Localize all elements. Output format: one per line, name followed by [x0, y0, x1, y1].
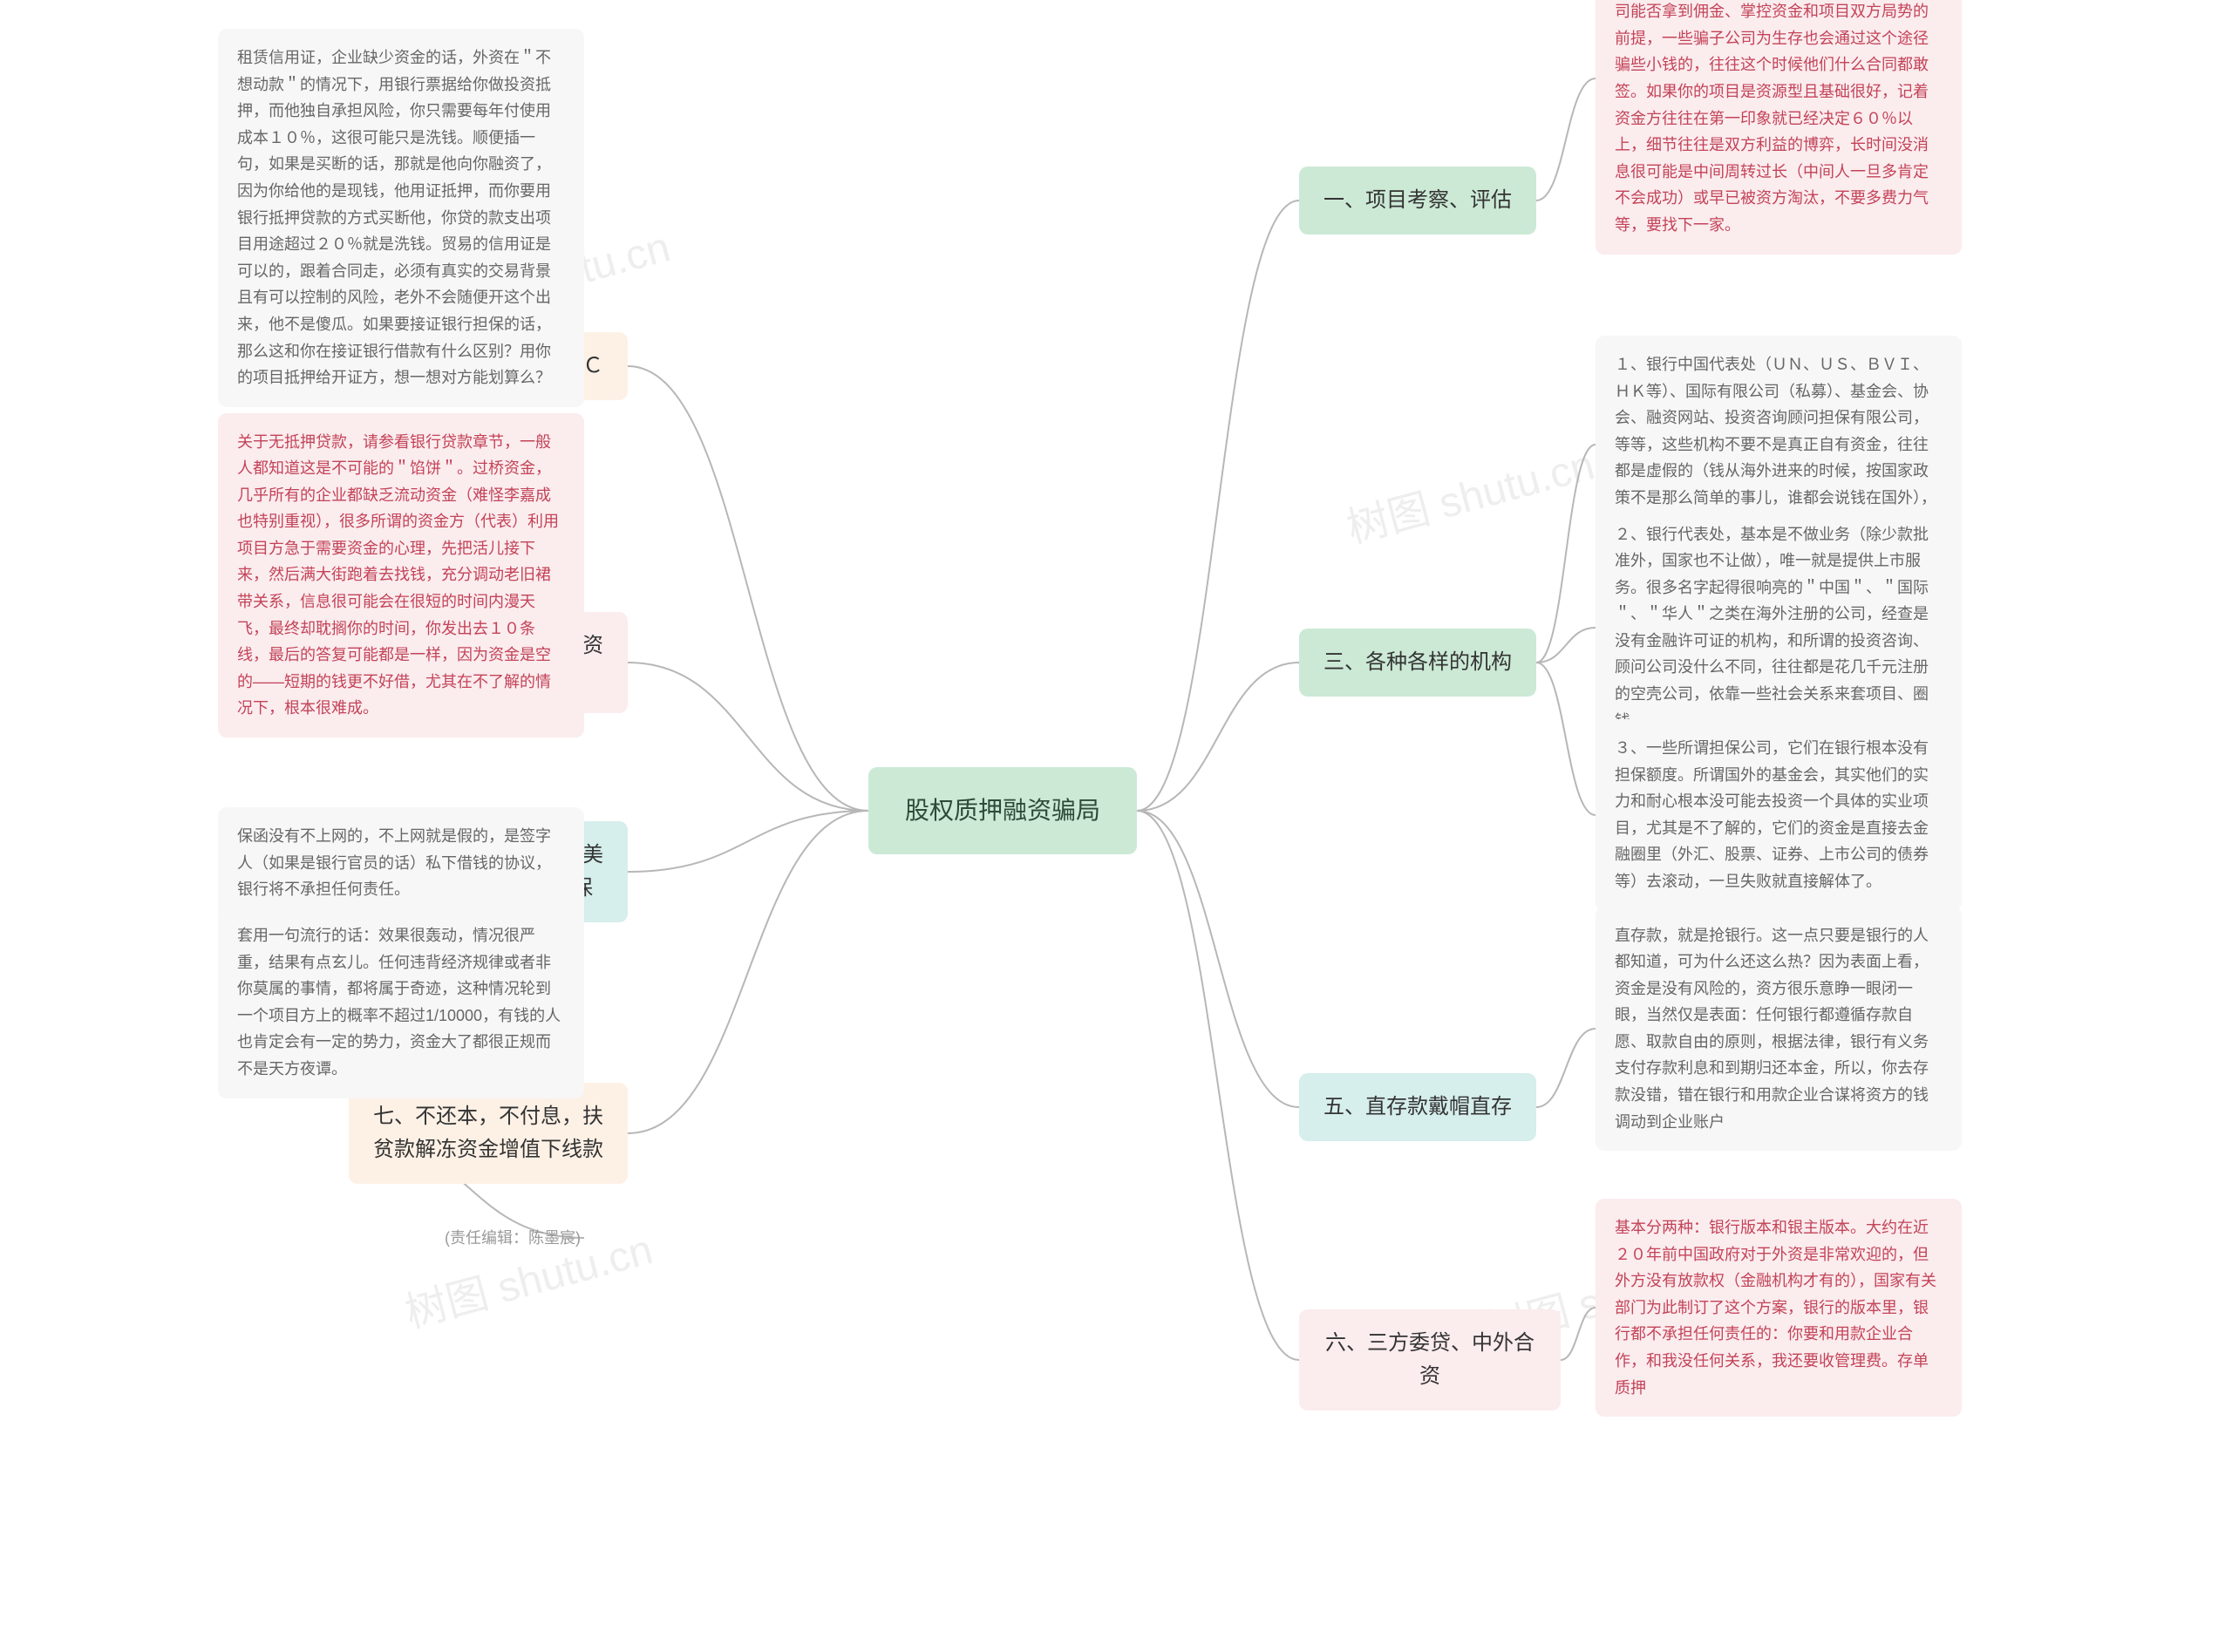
- branch-node: 五、直存款戴帽直存: [1299, 1073, 1536, 1141]
- branch-node: 三、各种各样的机构: [1299, 629, 1536, 697]
- leaf-node: 套用一句流行的话：效果很轰动，情况很严重，结果有点玄儿。任何违背经济规律或者非你…: [218, 907, 584, 1098]
- leaf-node: 保函没有不上网的，不上网就是假的，是签字人（如果是银行官员的话）私下借钱的协议，…: [218, 807, 584, 919]
- center-node: 股权质押融资骗局: [868, 767, 1137, 855]
- branch-node: 六、三方委贷、中外合资: [1299, 1309, 1561, 1411]
- leaf-node: １、项目考查、评估是考验项目方耐心的试水，一般融资从接洽到资金投放周期比较长，前…: [1596, 0, 1962, 255]
- leaf-node: ３、一些所谓担保公司，它们在银行根本没有担保额度。所谓国外的基金会，其实他们的实…: [1596, 719, 1962, 911]
- leaf-node: ２、银行代表处，基本是不做业务（除少款批准外，国家也不让做），唯一就是提供上市服…: [1596, 506, 1962, 751]
- leaf-node: (责任编辑：陈墨宸): [441, 1221, 584, 1255]
- leaf-node: 关于无抵押贷款，请参看银行贷款章节，一般人都知道这是不可能的＂馅饼＂。过桥资金，…: [218, 413, 584, 738]
- leaf-node: 基本分两种：银行版本和银主版本。大约在近２０年前中国政府对于外资是非常欢迎的，但…: [1596, 1199, 1962, 1417]
- watermark: 树图 shutu.cn: [1339, 431, 1600, 555]
- leaf-node: 租赁信用证，企业缺少资金的话，外资在＂不想动款＂的情况下，用银行票据给你做投资抵…: [218, 29, 584, 407]
- branch-node: 一、项目考察、评估: [1299, 167, 1536, 235]
- leaf-node: 直存款，就是抢银行。这一点只要是银行的人都知道，可为什么还这么热？因为表面上看，…: [1596, 907, 1962, 1152]
